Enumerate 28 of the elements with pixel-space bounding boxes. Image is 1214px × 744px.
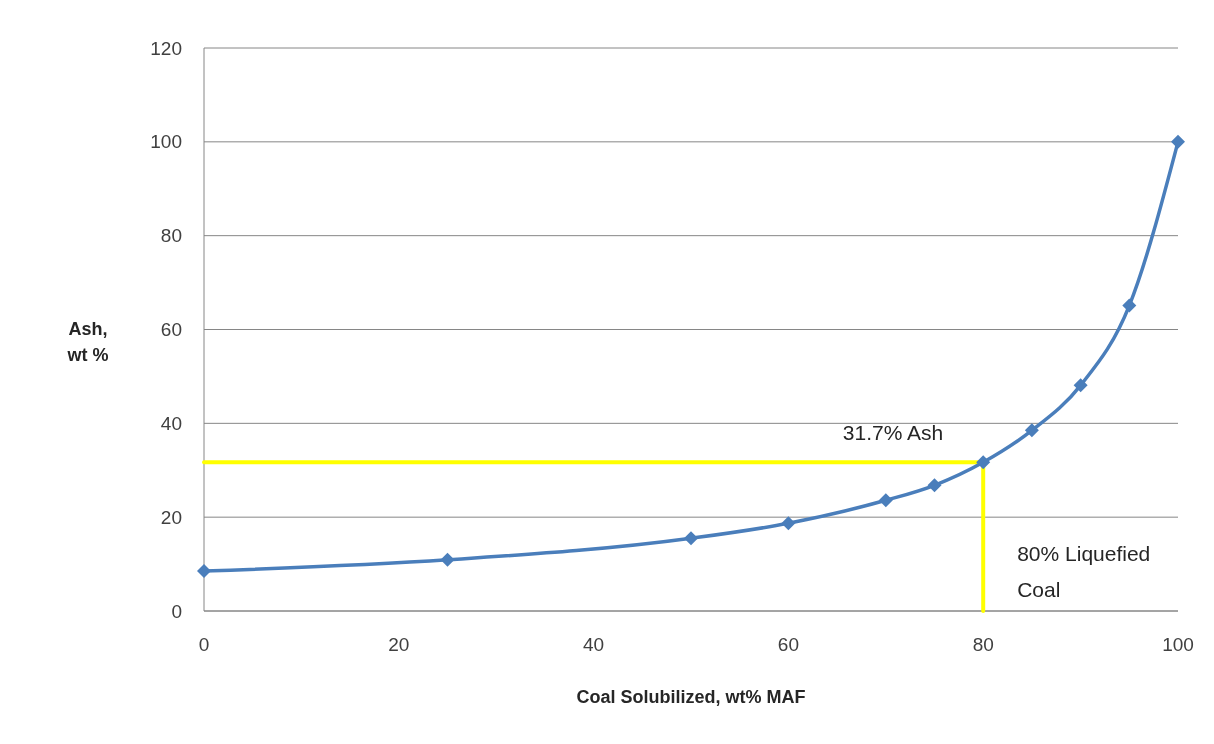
annotation: 80% Liquefied Coal — [1017, 542, 1151, 601]
x-tick-label: 0 — [198, 634, 210, 655]
point — [781, 516, 796, 531]
x-tick-label: 20 — [388, 634, 410, 655]
point — [197, 564, 211, 579]
point — [1171, 134, 1185, 149]
point — [1073, 378, 1088, 393]
y-tick-label: 100 — [150, 131, 182, 153]
point — [976, 455, 991, 470]
y-tick-label: 20 — [160, 506, 182, 528]
point — [440, 552, 455, 567]
point — [878, 493, 893, 508]
point — [1024, 423, 1039, 438]
x-tick-label: 100 — [1162, 634, 1194, 655]
point — [684, 531, 698, 546]
x-axis-title: Coal Solubilized, wt% MAF — [576, 687, 806, 707]
y-tick-label: 0 — [171, 600, 182, 622]
point — [927, 478, 942, 493]
y-tick-label: 80 — [160, 225, 182, 247]
x-tick-label: 80 — [972, 634, 994, 655]
y-tick-label: 60 — [160, 319, 182, 341]
y-tick-label: 120 — [150, 37, 182, 59]
annotation: 31.7% Ash — [842, 421, 944, 445]
x-tick-label: 40 — [583, 634, 605, 655]
x-tick-label: 60 — [777, 634, 799, 655]
y-tick-label: 40 — [160, 412, 182, 434]
point — [1122, 298, 1137, 313]
y-axis-title: Ash, wt % — [66, 318, 109, 365]
